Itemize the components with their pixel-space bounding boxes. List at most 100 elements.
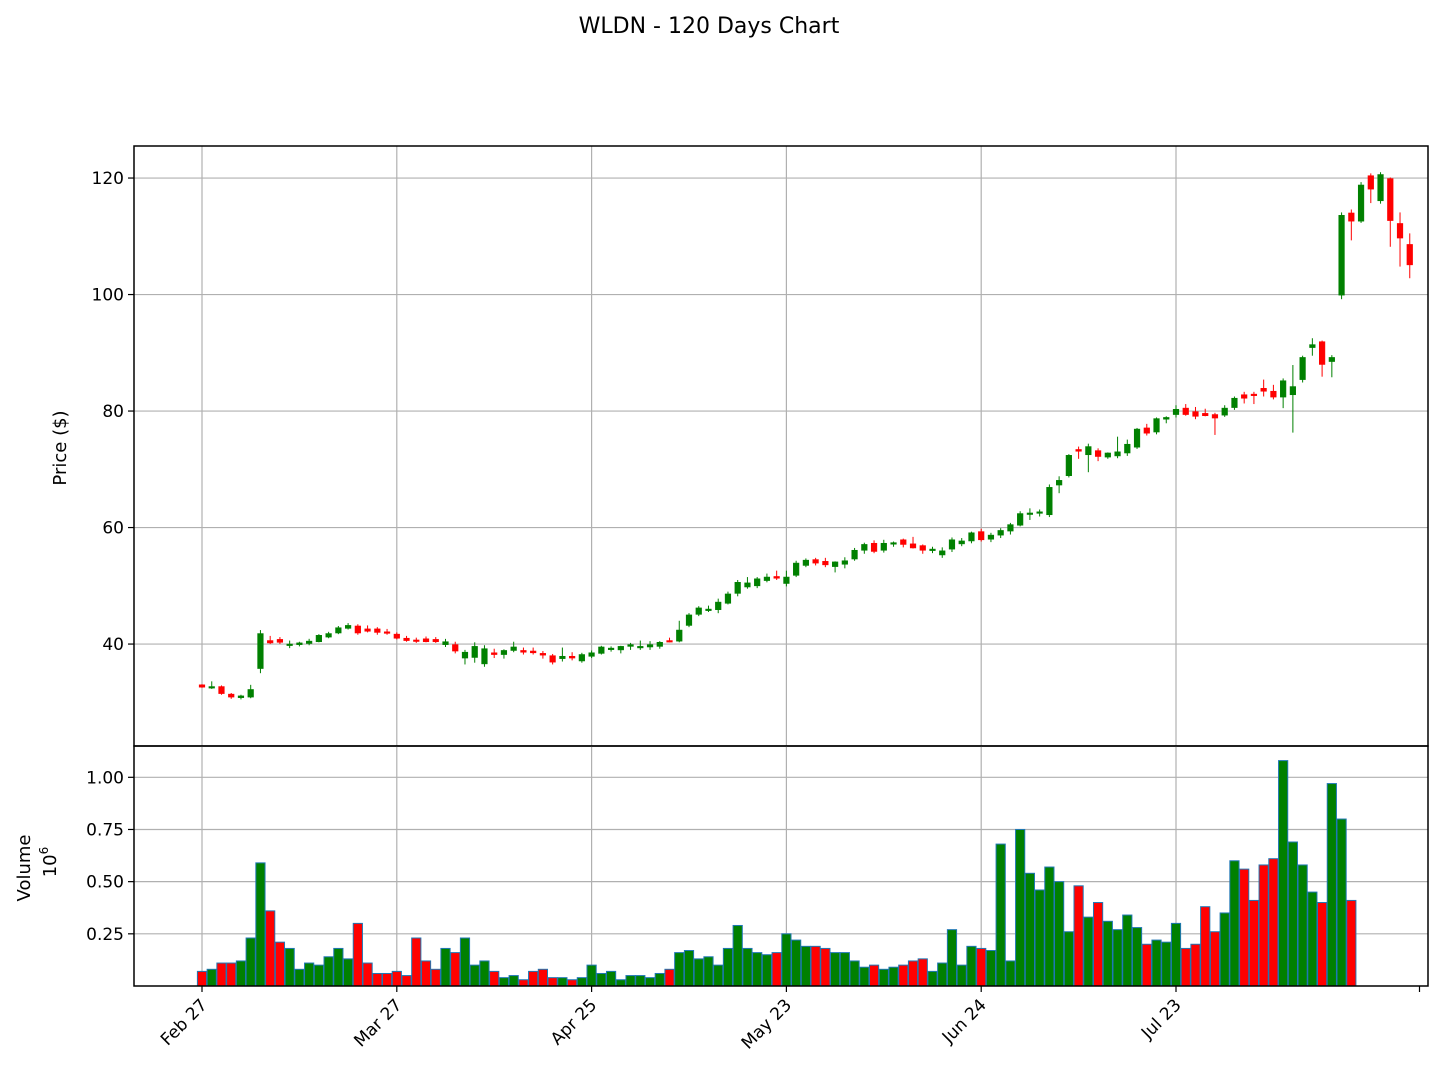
candle-body — [422, 638, 430, 643]
candle-body — [588, 652, 595, 657]
candle-body — [1046, 487, 1053, 516]
candle-body — [461, 651, 469, 659]
candle — [607, 646, 615, 652]
candle — [1367, 173, 1374, 204]
candle-body — [1017, 513, 1024, 526]
volume-bar — [1268, 858, 1279, 987]
candle-body — [432, 639, 439, 643]
volume-bar — [927, 970, 938, 987]
candle-body — [335, 627, 342, 634]
candle — [374, 627, 381, 635]
candle — [432, 637, 439, 643]
volume-bar — [1054, 881, 1065, 987]
candle-body — [364, 628, 371, 632]
volume-bar — [946, 929, 958, 987]
candle — [1026, 508, 1033, 520]
candle — [1289, 365, 1296, 433]
price-grid — [134, 146, 1428, 746]
volume-bar — [1258, 864, 1269, 987]
candle-body — [1182, 407, 1189, 415]
x-tick-label: May 23 — [738, 995, 796, 1053]
candle — [968, 531, 975, 544]
candle-body — [841, 560, 848, 565]
candle-body — [1357, 184, 1365, 222]
candle — [1172, 405, 1180, 418]
candle-body — [354, 625, 361, 634]
volume-bar — [713, 964, 724, 987]
candle — [695, 606, 702, 617]
volume-bar — [1239, 868, 1250, 987]
volume-bar — [878, 968, 889, 987]
volume-bar — [489, 970, 500, 987]
candle — [491, 648, 498, 659]
candle — [812, 557, 819, 566]
volume-bar — [284, 947, 295, 987]
candle-body — [1396, 223, 1404, 239]
volume-bar — [1200, 906, 1211, 987]
candle — [237, 694, 245, 700]
candle — [325, 631, 332, 639]
candle-body — [861, 544, 868, 551]
x-tick-label: Apr 25 — [547, 995, 601, 1049]
price-panel: 40 60 80 100 120 Price ($) — [50, 145, 1429, 747]
candle — [705, 605, 712, 613]
candle — [1299, 355, 1306, 383]
candle — [1338, 212, 1345, 300]
candle — [198, 684, 206, 688]
candle-body — [1280, 380, 1287, 398]
candle-body — [1114, 451, 1121, 457]
candle — [1211, 412, 1219, 435]
candle — [422, 636, 430, 643]
candle-body — [783, 576, 790, 584]
candle-body — [257, 633, 264, 669]
candle-body — [929, 548, 936, 551]
volume-bar — [1209, 931, 1221, 987]
candle — [978, 528, 985, 542]
volume-bar — [362, 962, 373, 987]
volume-bar — [294, 968, 305, 987]
volume-bar — [907, 960, 919, 987]
candle-body — [851, 549, 858, 560]
volume-scale-exponent: 6 — [37, 847, 51, 855]
candle — [919, 544, 926, 554]
volume-bar — [1307, 891, 1318, 987]
candle — [1056, 476, 1063, 494]
candle — [481, 645, 488, 667]
volume-bar — [1044, 866, 1055, 987]
volume-bar — [742, 947, 753, 987]
candle-body — [1250, 393, 1258, 396]
candle-body — [286, 643, 293, 646]
candle-body — [413, 639, 420, 642]
candle-body — [1319, 341, 1326, 365]
candle-body — [267, 640, 274, 644]
candle — [1406, 233, 1413, 279]
volume-bar — [1083, 916, 1094, 987]
candle-body — [890, 542, 897, 545]
candle-body — [500, 650, 508, 655]
candle-body — [617, 646, 624, 651]
candle — [257, 630, 264, 674]
volume-bar — [674, 952, 685, 987]
candle-body — [1348, 212, 1355, 222]
volume-bar — [352, 922, 363, 987]
volume-bar — [830, 952, 841, 987]
volume-bar — [1015, 828, 1026, 987]
candle — [1221, 405, 1228, 417]
candle-body — [1367, 175, 1374, 190]
volume-bar — [420, 960, 432, 987]
volume-bar — [771, 952, 782, 987]
candle-body — [773, 576, 780, 579]
volume-frame — [133, 745, 1429, 987]
candle-body — [948, 539, 956, 550]
candle-body — [1026, 512, 1033, 515]
candle-body — [880, 542, 887, 551]
candle-body — [793, 562, 800, 576]
candle-body — [997, 530, 1004, 536]
candle — [1143, 423, 1150, 436]
candle-body — [968, 532, 975, 542]
volume-bar — [567, 979, 578, 987]
volume-bar — [859, 966, 870, 987]
candle — [1046, 484, 1053, 518]
candle — [646, 641, 654, 650]
